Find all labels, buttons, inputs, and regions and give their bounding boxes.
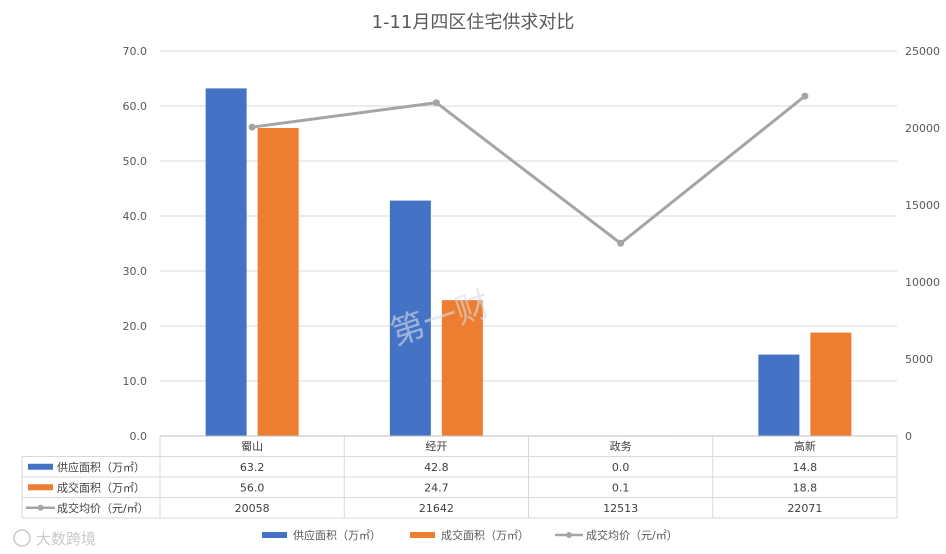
right-axis: 0 5000 10000 15000 20000 25000	[905, 45, 940, 443]
table-cell: 42.8	[424, 461, 449, 474]
table-cell: 63.2	[240, 461, 265, 474]
left-tick-label: 40.0	[123, 210, 148, 223]
bars	[205, 88, 852, 437]
series-row-label: 成交均价（元/㎡）	[57, 501, 149, 515]
chart-title: 1-11月四区住宅供求对比	[372, 12, 575, 33]
legend-swatch	[410, 532, 435, 538]
watermark-logo-icon	[13, 529, 31, 547]
bar	[441, 300, 483, 436]
legend-marker	[566, 532, 572, 538]
right-tick-label: 10000	[905, 276, 940, 289]
line-point	[617, 239, 625, 247]
series-row-label: 供应面积（万㎡）	[57, 460, 145, 474]
corner-watermark: 大数跨境	[13, 529, 96, 548]
legend: 供应面积（万㎡） 成交面积（万㎡） 成交均价（元/㎡）	[262, 528, 678, 542]
left-axis: 0.0 10.0 20.0 30.0 40.0 50.0 60.0 70.0	[123, 45, 148, 443]
legend-label: 成交均价（元/㎡）	[586, 528, 678, 542]
category-label: 政务	[610, 439, 632, 453]
left-tick-label: 70.0	[123, 45, 148, 58]
table-cell: 12513	[603, 502, 638, 515]
table-cell: 18.8	[793, 481, 818, 494]
bar	[758, 354, 800, 436]
table-cell: 0.1	[612, 481, 630, 494]
line-point	[801, 92, 809, 100]
series-row-label: 成交面积（万㎡）	[57, 480, 145, 494]
left-tick-label: 10.0	[123, 375, 148, 388]
category-label: 经开	[425, 440, 447, 453]
corner-watermark-text: 大数跨境	[36, 530, 96, 548]
left-tick-label: 60.0	[123, 100, 148, 113]
price-line	[248, 92, 809, 247]
bar	[205, 88, 247, 437]
table-cell: 21642	[419, 502, 454, 515]
table-cell: 20058	[235, 502, 270, 515]
legend-swatch	[262, 532, 287, 538]
bar	[257, 128, 299, 436]
right-tick-label: 20000	[905, 122, 940, 135]
right-tick-label: 25000	[905, 45, 940, 58]
left-tick-label: 50.0	[123, 155, 148, 168]
line-path	[251, 94, 806, 246]
table-cell: 14.8	[793, 461, 818, 474]
left-tick-label: 20.0	[123, 320, 148, 333]
left-tick-label: 0.0	[130, 430, 148, 443]
category-label: 蜀山	[241, 440, 263, 453]
table-cell: 56.0	[240, 481, 265, 494]
line-point	[432, 99, 440, 107]
right-tick-label: 15000	[905, 199, 940, 212]
series-key-marker	[37, 504, 44, 511]
table-cell: 24.7	[424, 481, 449, 494]
line-point	[248, 123, 256, 131]
bar	[810, 332, 852, 436]
legend-label: 供应面积（万㎡）	[293, 528, 381, 542]
series-key-swatch	[28, 463, 53, 470]
left-tick-label: 30.0	[123, 265, 148, 278]
right-tick-label: 5000	[905, 353, 933, 366]
table-cell: 22071	[787, 502, 822, 515]
bar	[389, 200, 431, 436]
right-tick-label: 0	[905, 430, 912, 443]
category-label: 高新	[794, 439, 816, 453]
series-key-swatch	[28, 484, 53, 491]
table-cell: 0.0	[612, 461, 630, 474]
legend-label: 成交面积（万㎡）	[441, 528, 529, 542]
